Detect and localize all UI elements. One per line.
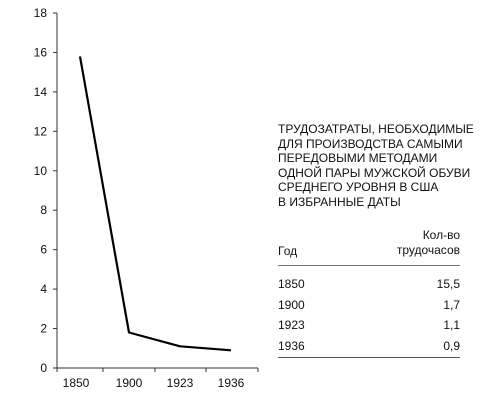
cell-hours: 1,1 bbox=[443, 318, 460, 332]
labor-hours-line-chart: 0 2 4 6 8 10 12 14 16 18 1850 1900 1923 1936 bbox=[34, 6, 259, 390]
y-tick-label: 8 bbox=[40, 203, 47, 217]
x-tick-label: 1923 bbox=[167, 376, 194, 390]
cell-hours: 1,7 bbox=[443, 297, 460, 312]
panel-title-line: В ИЗБРАННЫЕ ДАТЫ bbox=[278, 194, 401, 209]
chart-axes bbox=[56, 13, 258, 369]
table-row: 1850 15,5 bbox=[278, 275, 460, 296]
column-header-year: Год bbox=[278, 244, 298, 258]
x-tick-label: 1900 bbox=[116, 376, 143, 390]
cell-hours: 0,9 bbox=[443, 338, 460, 353]
y-tick-label: 6 bbox=[40, 243, 47, 257]
cell-year: 1923 bbox=[278, 318, 305, 332]
y-tick-label: 2 bbox=[40, 322, 47, 336]
table-row: 1900 1,7 bbox=[278, 296, 460, 317]
panel-title-line: ОДНОЙ ПАРЫ МУЖСКОЙ ОБУВИ bbox=[278, 165, 471, 180]
y-tick-label: 14 bbox=[34, 85, 48, 99]
panel-title-line: СРЕДНЕГО УРОВНЯ В США bbox=[278, 180, 439, 194]
column-header-hours: Кол-во трудочасов bbox=[397, 228, 460, 258]
cell-year: 1900 bbox=[278, 297, 305, 312]
panel-title-line: ПЕРЕДОВЫМИ МЕТОДАМИ bbox=[278, 151, 438, 165]
cell-year: 1850 bbox=[278, 277, 305, 291]
cell-hours: 15,5 bbox=[436, 277, 460, 291]
table-header: Год Кол-во трудочасов bbox=[278, 223, 460, 266]
column-header-hours-line: трудочасов bbox=[396, 243, 460, 257]
y-tick-label: 0 bbox=[40, 361, 47, 375]
panel-title: ТРУДОЗАТРАТЫ, НЕОБХОДИМЫЕ ДЛЯ ПРОИЗВОДСТ… bbox=[278, 122, 474, 209]
table-row: 1936 0,9 bbox=[278, 337, 460, 358]
y-axis-ticks: 0 2 4 6 8 10 12 14 16 18 bbox=[34, 6, 57, 375]
panel-title-line: ТРУДОЗАТРАТЫ, НЕОБХОДИМЫЕ bbox=[278, 122, 474, 136]
x-tick-label: 1850 bbox=[63, 376, 90, 390]
series-line bbox=[78, 56, 232, 352]
x-tick-label: 1936 bbox=[218, 376, 245, 390]
info-panel: ТРУДОЗАТРАТЫ, НЕОБХОДИМЫЕ ДЛЯ ПРОИЗВОДСТ… bbox=[278, 122, 474, 358]
x-axis-ticks: 1850 1900 1923 1936 bbox=[56, 368, 259, 390]
table-body: 1850 15,5 1900 1,7 1923 1,1 1936 0,9 bbox=[278, 275, 460, 358]
y-tick-label: 18 bbox=[34, 6, 48, 20]
y-tick-label: 12 bbox=[34, 124, 48, 138]
table-row: 1923 1,1 bbox=[278, 316, 460, 337]
y-tick-label: 4 bbox=[40, 282, 47, 296]
column-header-hours-line: Кол-во bbox=[422, 228, 460, 242]
cell-year: 1936 bbox=[278, 338, 305, 353]
y-tick-label: 16 bbox=[34, 45, 48, 59]
y-tick-label: 10 bbox=[34, 164, 48, 178]
series-line-group bbox=[78, 56, 232, 352]
panel-title-line: ДЛЯ ПРОИЗВОДСТВА САМЫМИ bbox=[278, 136, 463, 151]
